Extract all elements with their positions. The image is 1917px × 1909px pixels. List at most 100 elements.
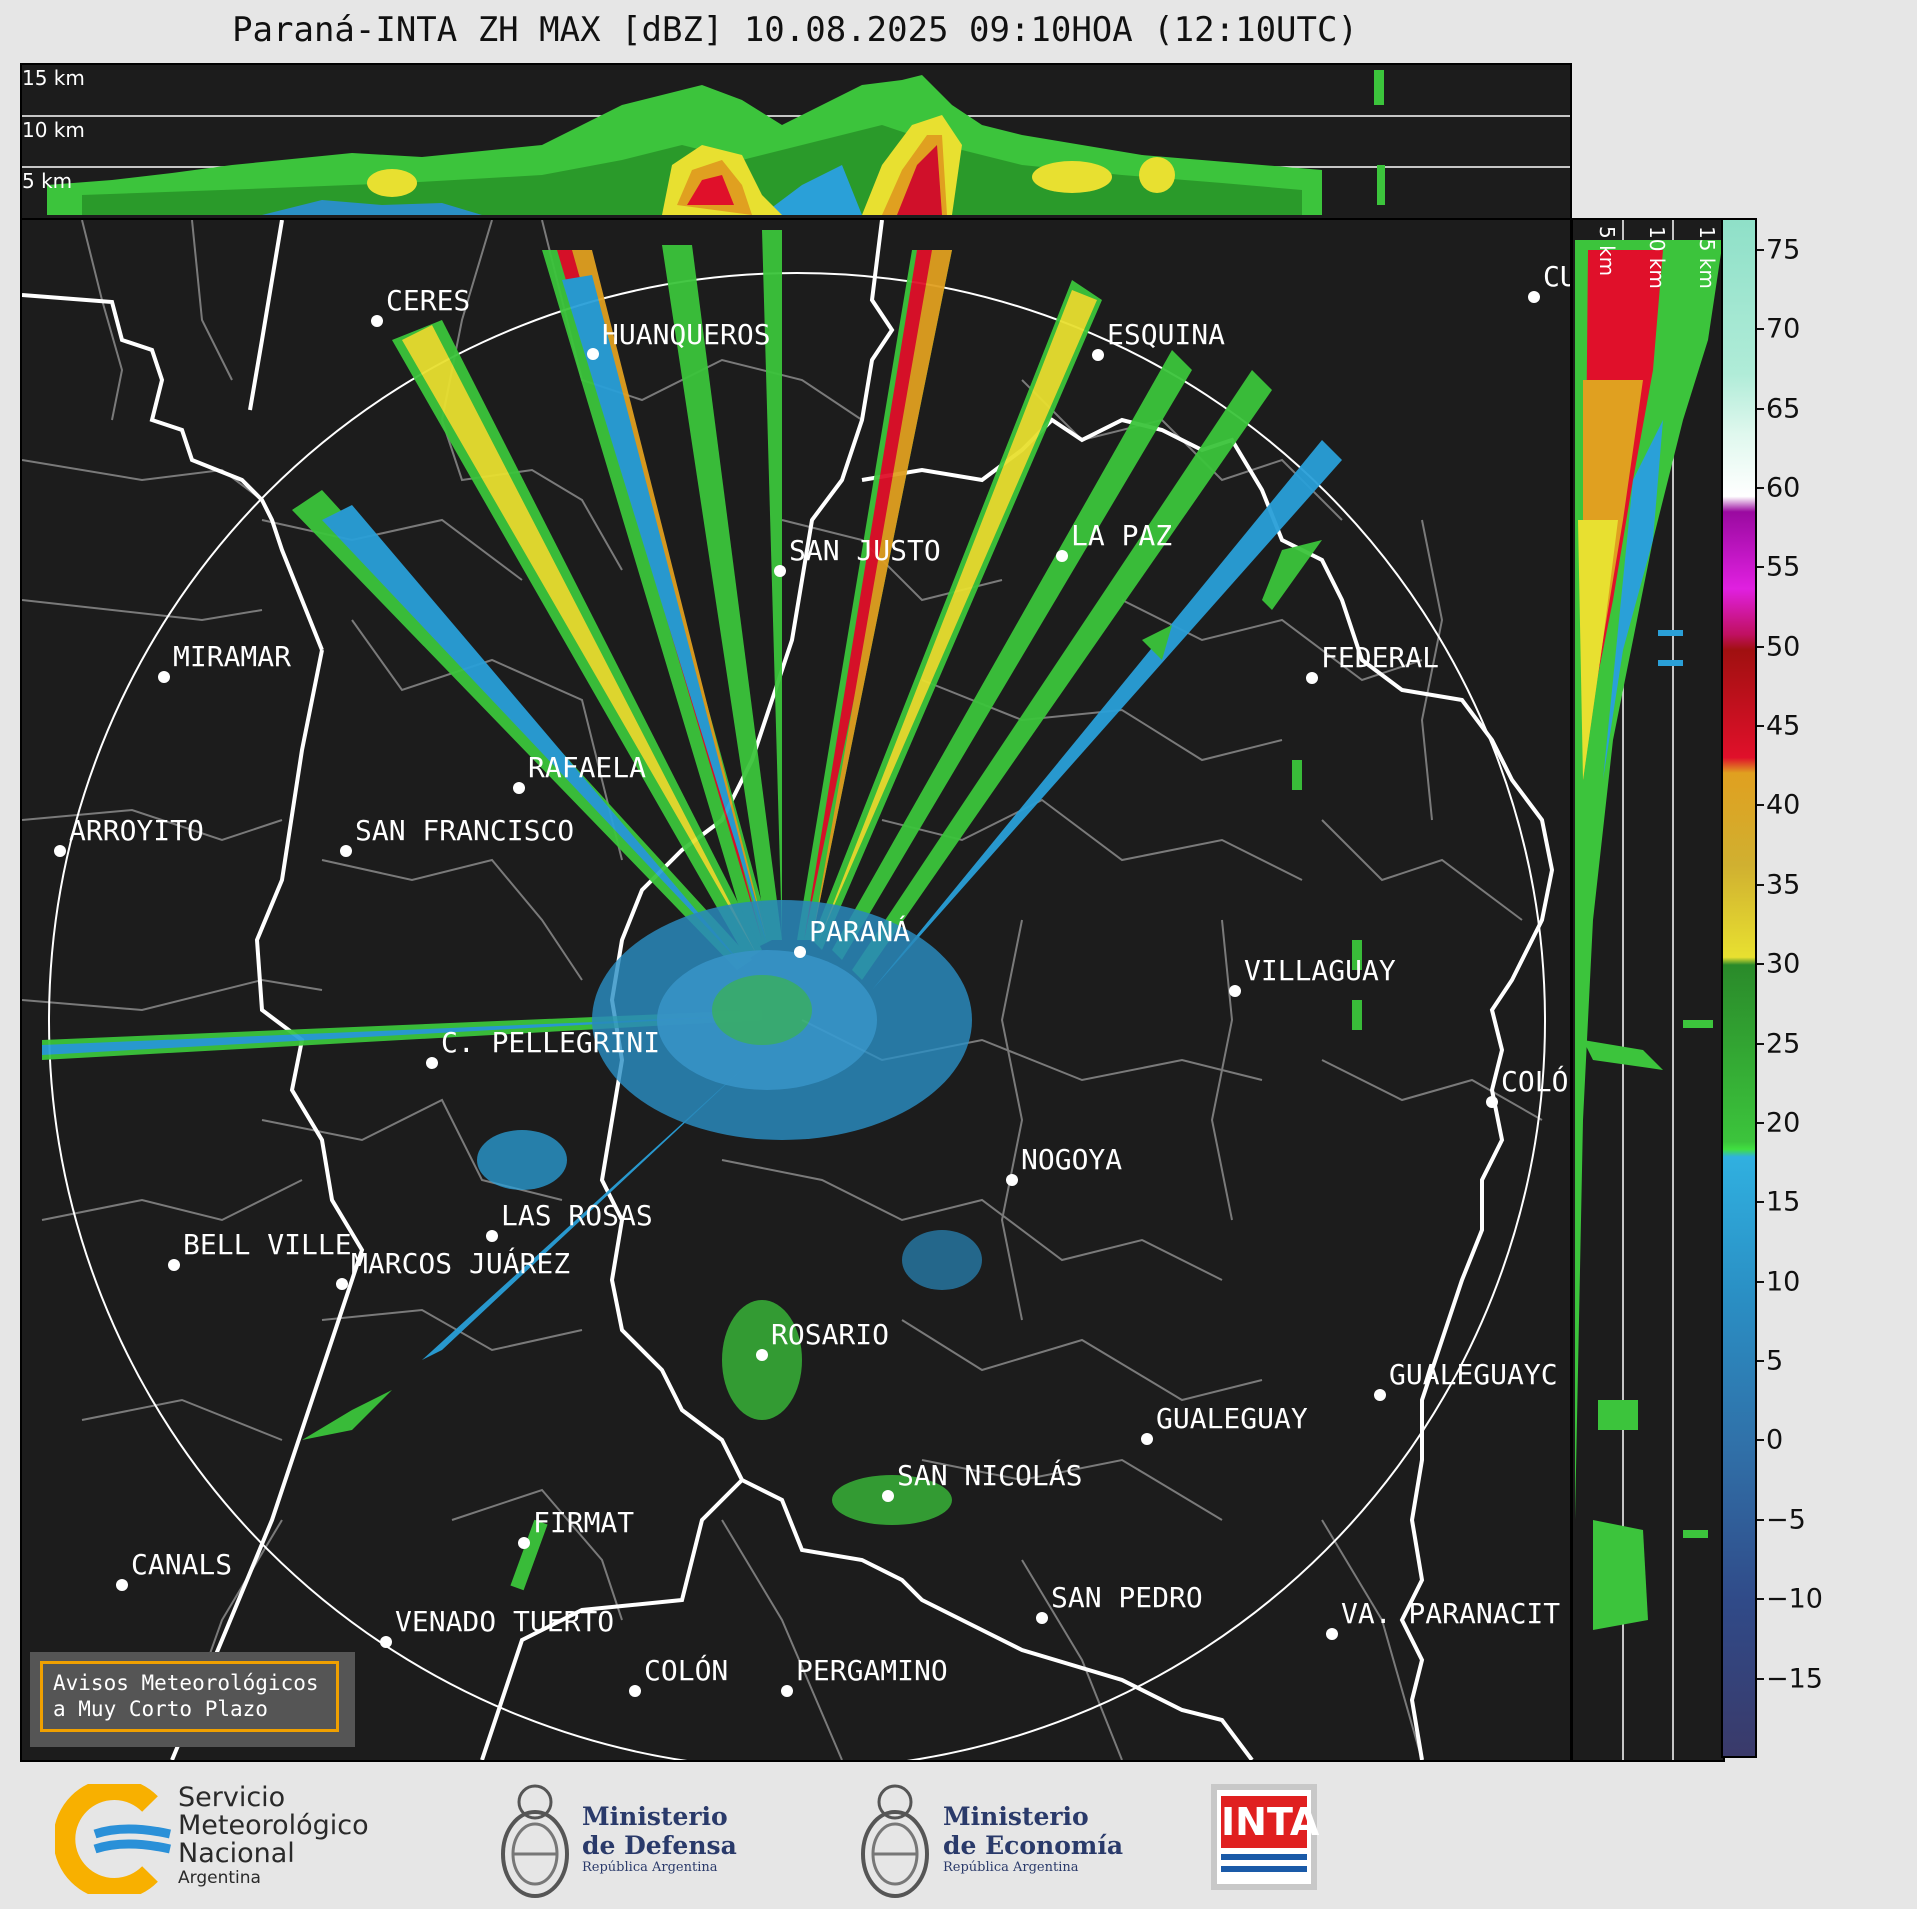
city-label-rafaela: RAFAELA	[528, 751, 646, 784]
city-label-firmat: FIRMAT	[533, 1506, 634, 1539]
colorbar-tick-mark	[1757, 566, 1764, 569]
colorbar-tick-mark	[1757, 248, 1764, 251]
colorbar-tick-mark	[1757, 963, 1764, 966]
city-label-c-pellegrini: C. PELLEGRINI	[441, 1026, 660, 1059]
footer: Servicio Meteorológico Nacional Argentin…	[0, 1762, 1917, 1909]
city-label-venado-tuerto: VENADO TUERTO	[395, 1605, 614, 1638]
page-title: Paraná-INTA ZH MAX [dBZ] 10.08.2025 09:1…	[232, 10, 1358, 50]
smn-logo-text: Servicio Meteorológico Nacional Argentin…	[178, 1782, 369, 1889]
side-km-label-10: 10 km	[1645, 226, 1669, 289]
department-borders	[22, 220, 1543, 1760]
city-label-canals: CANALS	[131, 1548, 232, 1581]
city-label-parana: PARANÁ	[809, 914, 910, 948]
city-label-las-rosas: LAS ROSAS	[501, 1199, 653, 1232]
city-label-la-paz: LA PAZ	[1071, 519, 1172, 552]
defensa-coat-of-arms-icon	[501, 1784, 569, 1898]
colorbar-tick-mark	[1757, 645, 1764, 648]
inta-logo: INTA	[1211, 1784, 1319, 1890]
side-cross-section-panel: 5 km 10 km 15 km	[1571, 218, 1725, 1762]
economia-logo-text: Ministerio de Economía República Argenti…	[943, 1802, 1123, 1875]
colorbar-tick-mark	[1757, 804, 1764, 807]
top-km-label-10: 10 km	[22, 118, 85, 142]
inta-logo-text: INTA	[1221, 1796, 1319, 1848]
economia-line-3: República Argentina	[943, 1860, 1079, 1875]
city-label-colon: COLÓN	[644, 1653, 728, 1687]
colorbar-tick-label: 25	[1766, 1028, 1801, 1060]
top-cross-section-plot	[22, 70, 1570, 215]
inta-logo-inner: INTA	[1217, 1790, 1319, 1884]
city-label-miramar: MIRAMAR	[173, 640, 291, 673]
city-label-federal: FEDERAL	[1321, 641, 1439, 674]
notice-line-2: a Muy Corto Plazo	[53, 1697, 268, 1721]
city-label-va-paranacit: VA. PARANACIT	[1341, 1597, 1560, 1630]
top-cross-section-panel: 15 km 10 km 5 km	[20, 63, 1572, 220]
city-label-esquina: ESQUINA	[1107, 318, 1225, 351]
city-markers	[54, 291, 1540, 1697]
city-label-huanqueros: HUANQUEROS	[602, 318, 771, 351]
city-label-gualeguayc: GUALEGUAYC	[1389, 1358, 1558, 1391]
colorbar-tick-label: 40	[1766, 789, 1801, 821]
colorbar-tick-label: −5	[1766, 1504, 1806, 1536]
side-km-label-15: 15 km	[1695, 226, 1719, 289]
economia-line-1: Ministerio	[943, 1802, 1089, 1831]
radar-map: CERES HUANQUEROS ESQUINA CU SAN JUSTO LA…	[20, 218, 1572, 1762]
colorbar-tick-label: 65	[1766, 393, 1801, 424]
inta-stripe-2	[1221, 1866, 1307, 1872]
side-km-label-5: 5 km	[1595, 226, 1619, 277]
smn-logo-icon	[55, 1784, 171, 1894]
colorbar-tick-label: 75	[1766, 234, 1801, 266]
city-label-marcos-juarez: MARCOS JUÁREZ	[351, 1246, 570, 1280]
economia-line-2: de Economía	[943, 1831, 1124, 1860]
top-km-label-5: 5 km	[22, 169, 73, 193]
colorbar-tick-mark	[1757, 1121, 1764, 1124]
colorbar-tick-mark	[1757, 1042, 1764, 1045]
colorbar-tick-label: 0	[1766, 1424, 1784, 1456]
city-label-san-pedro: SAN PEDRO	[1051, 1581, 1203, 1614]
colorbar-tick-label: 45	[1766, 710, 1801, 742]
colorbar-tick-label: −15	[1766, 1663, 1823, 1695]
city-label-san-francisco: SAN FRANCISCO	[355, 814, 574, 847]
economia-coat-of-arms-icon	[861, 1784, 929, 1898]
notice-frame: Avisos Meteorológicos a Muy Corto Plazo	[40, 1661, 339, 1732]
defensa-line-3: República Argentina	[582, 1860, 718, 1875]
city-label-cu: CU	[1543, 260, 1570, 293]
city-label-nogoya: NOGOYA	[1021, 1143, 1122, 1176]
colorbar-tick-mark	[1757, 1518, 1764, 1521]
notice-line-1: Avisos Meteorológicos	[53, 1671, 319, 1695]
smn-line-2: Meteorológico	[178, 1810, 369, 1841]
city-label-pergamino: PERGAMINO	[796, 1654, 948, 1687]
colorbar-tick-label: 20	[1766, 1107, 1801, 1139]
radar-map-svg: CERES HUANQUEROS ESQUINA CU SAN JUSTO LA…	[22, 220, 1570, 1760]
side-cross-section-plot	[1575, 220, 1723, 1760]
city-label-san-nicolas: SAN NICOLÁS	[897, 1458, 1082, 1492]
city-label-bell-ville: BELL VILLE	[183, 1228, 352, 1261]
colorbar-tick-label: 5	[1766, 1345, 1784, 1377]
colorbar-tick-mark	[1757, 1598, 1764, 1601]
smn-line-1: Servicio	[178, 1782, 286, 1813]
colorbar-tick-mark	[1757, 725, 1764, 728]
colorbar-tick-label: 30	[1766, 948, 1801, 980]
colorbar-tick-mark	[1757, 328, 1764, 331]
smn-line-3: Nacional	[178, 1838, 295, 1869]
defensa-logo-text: Ministerio de Defensa República Argentin…	[582, 1802, 737, 1875]
inta-stripe-1	[1221, 1854, 1307, 1860]
city-label-san-justo: SAN JUSTO	[789, 534, 941, 567]
colorbar-tick-label: 60	[1766, 472, 1801, 504]
city-label-villaguay: VILLAGUAY	[1244, 954, 1396, 987]
colorbar-tick-mark	[1757, 1201, 1764, 1204]
city-label-arroyito: ARROYITO	[69, 814, 204, 847]
radar-echoes	[42, 230, 1362, 1591]
colorbar-tick-mark	[1757, 486, 1764, 489]
colorbar-tick-mark	[1757, 407, 1764, 410]
colorbar-tick-label: −10	[1766, 1583, 1823, 1615]
colorbar-tick-label: 50	[1766, 631, 1801, 663]
colorbar-tick-label: 15	[1766, 1186, 1801, 1218]
colorbar-tick-mark	[1757, 1280, 1764, 1283]
colorbar-tick-label: 55	[1766, 551, 1801, 583]
city-label-colo: COLÓ	[1501, 1064, 1568, 1098]
city-label-rosario: ROSARIO	[771, 1318, 889, 1351]
colorbar-tick-label: 10	[1766, 1266, 1801, 1298]
colorbar-tick-label: 35	[1766, 869, 1801, 901]
colorbar-tick-label: 70	[1766, 313, 1801, 345]
city-label-ceres: CERES	[386, 284, 470, 317]
